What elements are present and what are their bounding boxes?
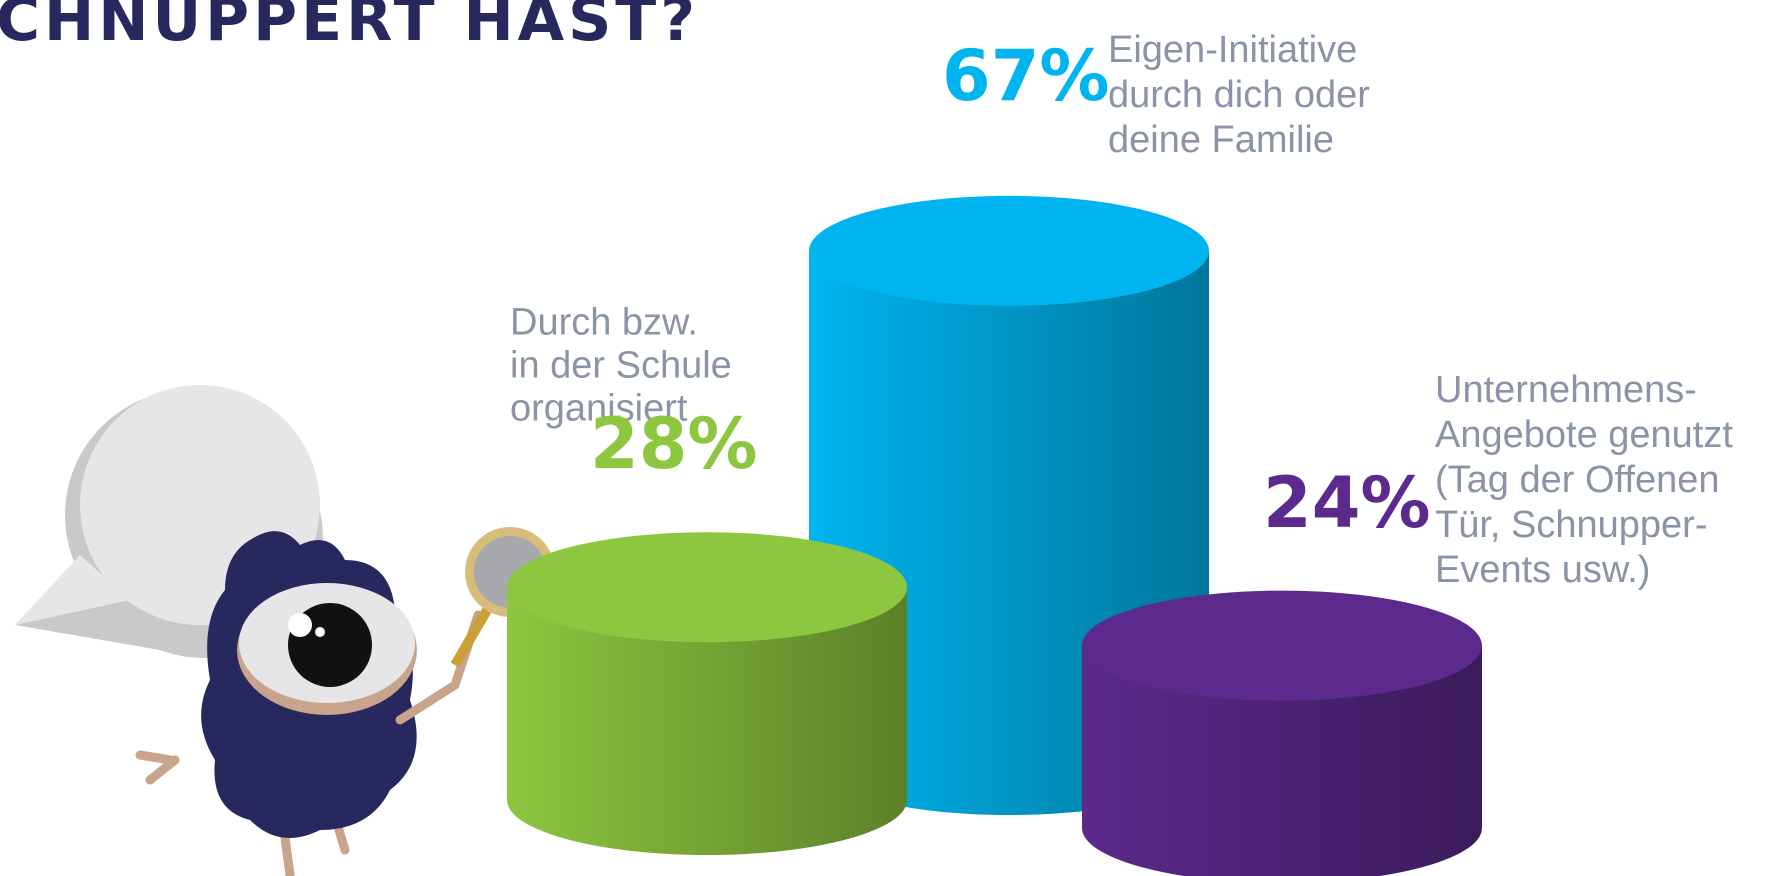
category-label: (Tag der Offenen: [1435, 459, 1719, 501]
category-label: Durch bzw.: [510, 301, 698, 343]
bar-top: [809, 196, 1209, 306]
chart: CHNUPPERT HAST? Durch bzw.in der Schuleo…: [0, 0, 1769, 876]
category-label: durch dich oder: [1108, 74, 1370, 116]
category-label: Events usw.): [1435, 549, 1650, 591]
category-label: in der Schule: [510, 344, 732, 386]
category-label: deine Familie: [1108, 119, 1334, 161]
bar-top: [1082, 591, 1482, 701]
category-label: Tür, Schnupper-: [1435, 504, 1707, 546]
category-label: Unternehmens-: [1435, 369, 1697, 411]
value-label: 28%: [590, 403, 758, 485]
category-label: Eigen-Initiative: [1108, 29, 1357, 71]
value-label: 24%: [1263, 462, 1431, 544]
chart-title: CHNUPPERT HAST?: [0, 0, 699, 55]
category-label: Angebote genutzt: [1435, 414, 1733, 456]
value-label: 67%: [942, 35, 1110, 117]
bar-top: [507, 532, 907, 642]
